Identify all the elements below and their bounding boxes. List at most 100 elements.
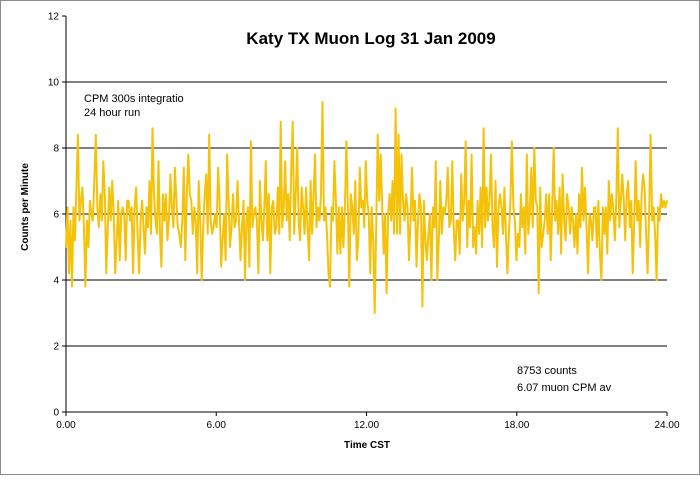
data-point [318,219,321,222]
data-point [189,193,191,195]
data-point [572,219,574,222]
data-point [503,186,506,189]
data-point [660,193,662,195]
data-point [163,219,166,222]
data-point [69,219,72,222]
data-point [356,259,358,262]
data-point [467,200,470,202]
data-point [612,206,615,209]
data-point [558,186,561,189]
data-point [599,252,601,255]
data-point [429,213,431,215]
note-total-counts: 8753 counts [517,365,577,377]
data-point [109,219,112,222]
data-point [487,219,489,222]
data-point [99,193,102,195]
data-point [433,226,436,228]
data-point [265,160,267,162]
data-point [578,193,580,195]
data-point [181,219,184,222]
data-point [399,233,401,235]
data-point [75,186,78,189]
data-point [147,226,149,228]
data-point [229,246,231,248]
data-point [121,206,124,209]
data-point [330,206,333,209]
data-point [497,206,500,209]
data-point [609,219,612,222]
data-point [517,233,519,235]
data-point [162,193,164,195]
data-point [652,206,655,209]
data-point [536,206,539,209]
data-point [375,226,378,228]
data-point [332,219,334,222]
data-point [387,213,389,215]
data-point [549,259,552,262]
x-tick-label-12: 12.00 [354,420,379,431]
data-point [655,279,658,281]
data-point [72,206,75,209]
data-point [442,206,445,209]
data-point [144,252,146,255]
data-point [196,272,198,275]
data-point [590,219,592,222]
data-point [444,213,446,215]
data-point [230,226,233,228]
data-point [184,259,187,262]
x-axis-label: Time CST [344,440,390,451]
y-tick-label-8: 8 [53,144,59,155]
note-integration: CPM 300s integratio [84,93,184,105]
data-point [396,233,398,235]
data-point [469,226,471,228]
data-point [505,233,507,235]
data-point [329,285,331,288]
data-point [357,239,360,242]
data-point [602,206,604,209]
data-point [624,239,626,242]
data-point [348,285,351,288]
data-point [535,200,537,202]
data-point [605,206,607,209]
data-point [515,259,518,262]
data-point [494,180,497,182]
data-point [360,206,363,209]
data-point [154,219,157,222]
data-point [591,239,594,242]
data-point [104,193,106,195]
data-point [183,167,185,169]
data-point [634,160,637,162]
data-point [479,186,482,189]
data-point [663,200,665,202]
data-point [408,259,410,262]
note-average-cpm: 6.07 muon CPM av [517,382,612,394]
data-point [159,233,161,235]
data-point [335,200,337,202]
data-point [293,233,296,235]
data-point [299,239,301,242]
data-point [248,266,251,268]
data-point [336,252,339,255]
data-point [490,153,492,156]
data-point [241,226,243,228]
x-tick-label-18: 18.00 [504,420,529,431]
data-point [615,200,618,202]
data-point [412,219,415,222]
data-point [537,292,540,295]
x-axis-ticks: 0.00 6.00 12.00 18.00 24.00 [56,412,680,431]
data-point [186,193,188,195]
data-point [353,233,355,235]
data-point [493,246,495,248]
data-point [636,219,638,222]
data-point [658,219,661,222]
data-point [575,213,577,215]
data-point [365,160,367,162]
data-point [423,200,425,202]
data-point [606,252,609,255]
data-point [145,206,148,209]
data-point [275,226,278,228]
data-point [93,180,96,182]
data-point [80,200,82,202]
data-point [320,193,322,195]
data-point [217,167,219,169]
